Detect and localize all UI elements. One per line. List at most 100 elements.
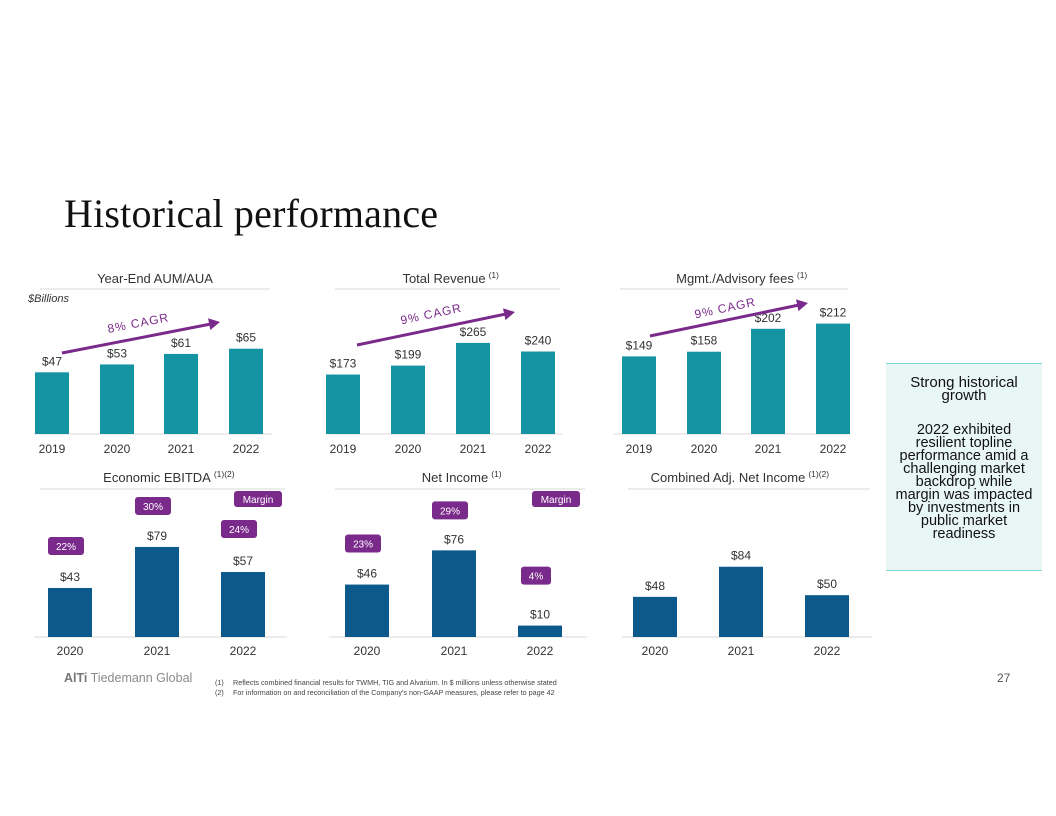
bar-value-label: $149 [626,338,653,352]
bar [100,364,134,434]
unit-label: $Billions [27,293,69,305]
bar [135,546,179,637]
margin-badge [521,566,551,585]
cagr-arrow-line [61,321,215,355]
margin-badge [345,534,381,553]
bar-value-label: $65 [236,331,256,345]
footnote-mark: (2) [215,688,224,697]
bar-value-label: $199 [395,348,422,362]
x-tick-label: 2019 [626,442,653,456]
x-tick-label: 2022 [233,442,260,456]
footnote-mark: (1) [215,678,224,687]
x-tick-label: 2021 [728,644,755,658]
margin-legend-badge [234,491,282,507]
bar [518,625,562,637]
bar-value-label: $50 [817,577,837,591]
bar [622,356,656,434]
margin-badge-label: 24% [229,525,249,536]
margin-badge [48,536,84,555]
callout-box: Strong historical growth 2022 exhibited … [886,363,1042,571]
x-tick-label: 2022 [814,644,841,658]
page-number: 27 [997,671,1011,685]
bar-value-label: $47 [42,354,62,368]
bar [345,584,389,637]
bar-value-label: $265 [460,325,487,339]
bar [391,365,425,434]
chart-title-superscript: (1)(2) [808,469,829,479]
x-tick-label: 2022 [820,442,847,456]
x-tick-label: 2019 [39,442,66,456]
bar-value-label: $79 [147,529,167,543]
cagr-label: 8% CAGR [106,310,170,336]
bar [456,342,490,434]
bar-value-label: $84 [731,549,751,563]
bar-value-label: $46 [357,567,377,581]
bar [326,374,360,434]
margin-legend-badge [532,491,580,507]
margin-badge-label: 29% [440,506,460,517]
margin-legend-label: Margin [541,495,572,506]
x-tick-label: 2021 [441,644,468,658]
chart-title-superscript: (1)(2) [214,469,235,479]
bar-value-label: $61 [171,336,191,350]
cagr-arrow-head [208,318,220,331]
callout-title: Strong historical growth [910,374,1018,404]
x-tick-label: 2020 [104,442,131,456]
x-tick-label: 2021 [168,442,195,456]
bar [805,595,849,637]
bar [164,353,198,434]
margin-badge [135,496,171,515]
bar-value-label: $48 [645,579,665,593]
bar [229,348,263,434]
x-tick-label: 2020 [354,644,381,658]
x-tick-label: 2020 [642,644,669,658]
margin-badge [432,501,468,520]
x-tick-label: 2020 [691,442,718,456]
cagr-arrow-head [503,308,515,321]
cagr-arrow-line [356,311,510,347]
logo-name: Tiedemann Global [87,671,193,685]
cagr-arrow-line [649,302,803,338]
page-title: Historical performance [64,191,439,236]
bar [816,323,850,434]
bar-value-label: $173 [330,357,357,371]
x-tick-label: 2021 [460,442,487,456]
bar-value-label: $57 [233,554,253,568]
x-tick-label: 2019 [330,442,357,456]
margin-badge-label: 22% [56,542,76,553]
margin-badge-label: 30% [143,502,163,513]
x-tick-label: 2020 [57,644,84,658]
x-tick-label: 2022 [527,644,554,658]
footnote: (1) Reflects combined financial results … [215,678,557,688]
bar [221,572,265,637]
chart-title: Year-End AUM/AUA [97,271,213,286]
bar-value-label: $10 [530,608,550,622]
chart-title-superscript: (1) [489,270,500,280]
bar [48,587,92,637]
margin-badge-label: 23% [353,540,373,551]
chart-title-superscript: (1) [797,270,808,280]
x-tick-label: 2022 [230,644,257,658]
bar [633,596,677,637]
footnote-text: For information on and reconciliation of… [233,688,555,697]
bar-value-label: $158 [691,334,718,348]
bar-value-label: $240 [525,334,552,348]
margin-legend-label: Margin [243,495,274,506]
x-tick-label: 2021 [755,442,782,456]
footnote: (2) For information on and reconciliatio… [215,688,557,698]
bar-value-label: $76 [444,532,464,546]
bar [521,351,555,434]
bar [719,566,763,637]
bar-value-label: $53 [107,346,127,360]
bar [751,328,785,434]
cagr-arrow-head [796,299,808,312]
footnote-text: Reflects combined financial results for … [233,678,557,687]
footnotes: (1) Reflects combined financial results … [215,678,557,698]
x-tick-label: 2020 [395,442,422,456]
x-tick-label: 2021 [144,644,171,658]
cagr-label: 9% CAGR [693,295,757,322]
chart-title: Total Revenue [402,271,485,286]
bar-value-label: $43 [60,570,80,584]
margin-badge [221,520,257,539]
chart-title: Mgmt./Advisory fees [676,271,794,286]
